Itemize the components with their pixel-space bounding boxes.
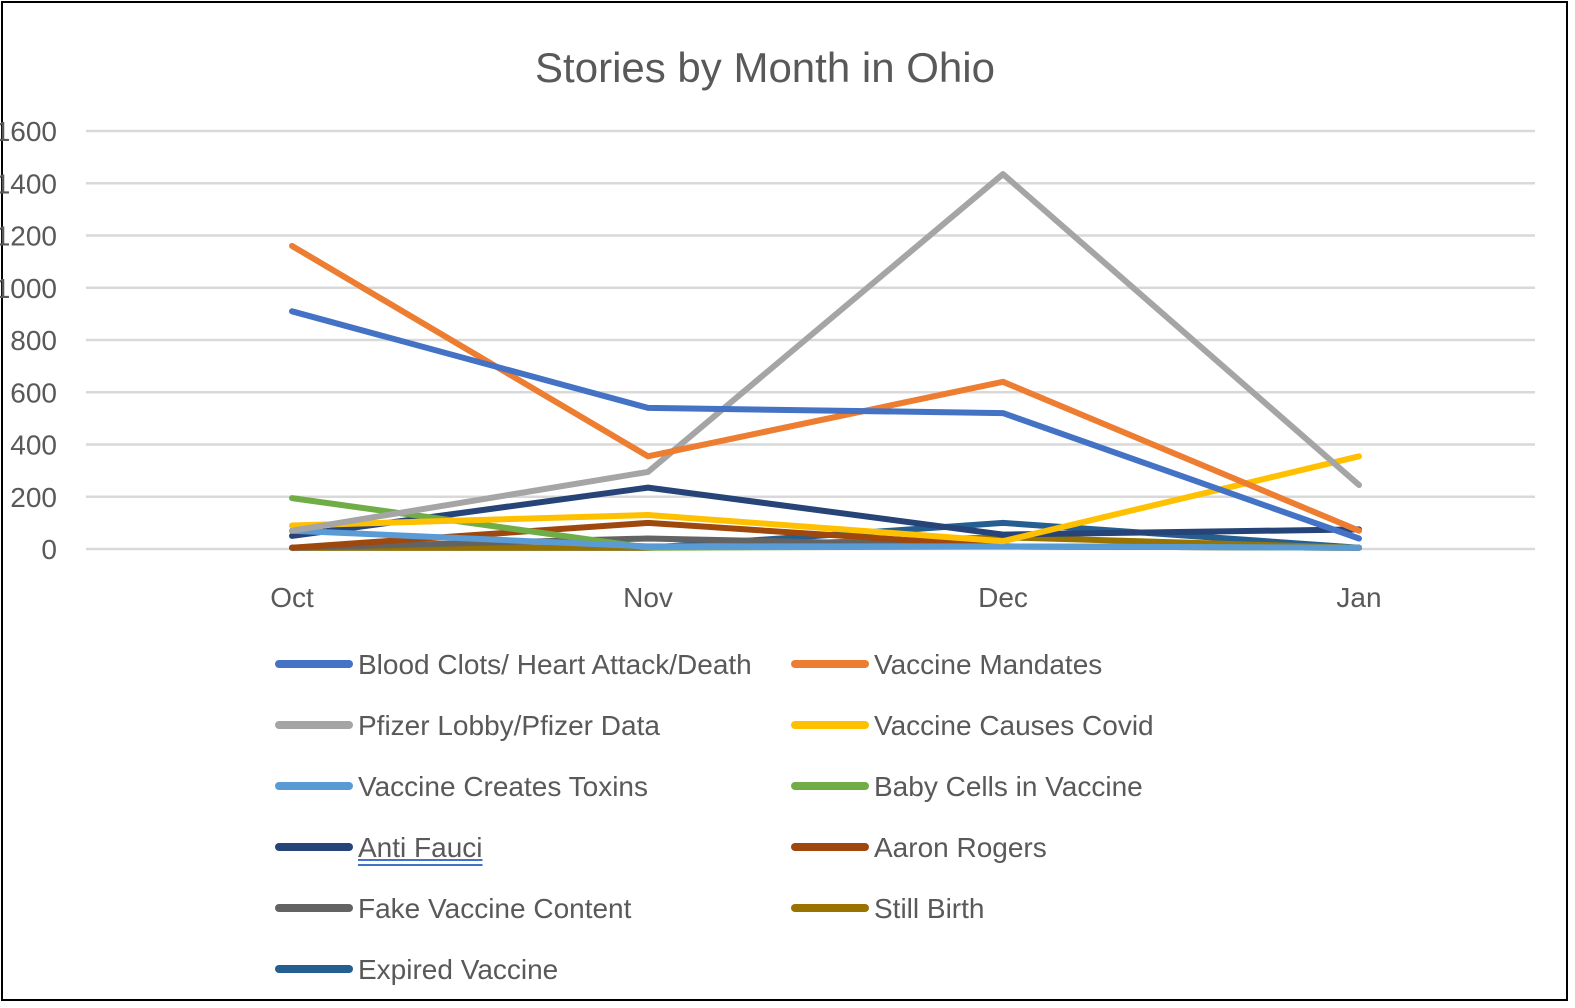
legend-label: Vaccine Mandates [874, 649, 1102, 680]
series-line-2 [289, 171, 1362, 534]
y-axis-ticks: 0 200 400 600 800 1000 1200 1400 1600 [0, 116, 57, 565]
legend-label: Vaccine Causes Covid [874, 710, 1154, 741]
x-tick-label: Dec [978, 582, 1028, 613]
series-line-4 [289, 527, 1362, 551]
legend-label: Baby Cells in Vaccine [874, 771, 1143, 802]
y-tick-label: 400 [10, 430, 57, 461]
y-tick-label: 800 [10, 325, 57, 356]
legend-label: Expired Vaccine [358, 954, 558, 985]
chart-title: Stories by Month in Ohio [535, 44, 995, 91]
series-lines [289, 171, 1362, 551]
y-tick-label: 600 [10, 377, 57, 408]
gridlines [86, 129, 1535, 551]
legend-label: Still Birth [874, 893, 984, 924]
y-tick-label: 0 [41, 534, 57, 565]
series-line-1 [289, 242, 1362, 534]
series-line-6 [289, 484, 1362, 539]
y-tick-label: 1600 [0, 116, 57, 147]
x-axis-ticks: Oct Nov Dec Jan [270, 582, 1381, 613]
series-line-3 [289, 453, 1362, 545]
x-tick-label: Jan [1336, 582, 1381, 613]
series-line-0 [289, 308, 1362, 542]
legend-label: Blood Clots/ Heart Attack/Death [358, 649, 752, 680]
legend-label: Aaron Rogers [874, 832, 1047, 863]
y-tick-label: 1000 [0, 273, 57, 304]
y-tick-label: 1200 [0, 221, 57, 252]
y-tick-label: 1400 [0, 168, 57, 199]
x-tick-label: Nov [623, 582, 673, 613]
x-tick-label: Oct [270, 582, 314, 613]
legend-label: Fake Vaccine Content [358, 893, 632, 924]
legend-label: Vaccine Creates Toxins [358, 771, 648, 802]
legend: Blood Clots/ Heart Attack/Death Vaccine M… [275, 649, 1154, 985]
y-tick-label: 200 [10, 482, 57, 513]
legend-label: Pfizer Lobby/Pfizer Data [358, 710, 660, 741]
legend-label: Anti Fauci [358, 832, 483, 863]
